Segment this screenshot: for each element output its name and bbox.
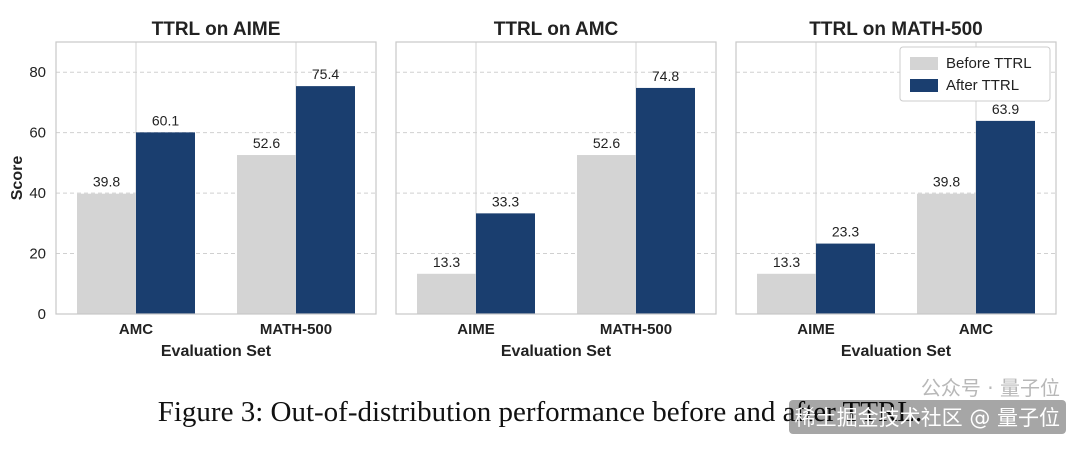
bar-value-label: 33.3 [492,193,519,209]
plot-frame [55,41,377,315]
x-tick-label: MATH-500 [260,321,332,338]
bar-value-label: 52.6 [253,135,280,151]
bar-before-math-500 [237,155,296,314]
bar-before-aime [757,273,816,314]
bar-after-aime [476,213,535,314]
x-axis-label: Evaluation Set [501,343,612,360]
y-tick-label: 0 [38,306,46,323]
bar-before-math-500 [577,155,636,314]
bar-after-amc [976,120,1035,314]
bar-after-amc [136,132,195,314]
bar-value-label: 23.3 [832,224,859,240]
x-axis-label: Evaluation Set [841,343,952,360]
panel-title: TTRL on AIME [152,19,281,40]
y-tick-label: 60 [29,125,46,142]
x-tick-label: MATH-500 [600,321,672,338]
y-tick-label: 40 [29,185,46,202]
bar-after-aime [816,243,875,314]
x-tick-label: AMC [119,321,153,338]
y-tick-label: 80 [29,64,46,81]
x-tick-label: AIME [457,321,495,338]
y-tick-label: 20 [29,246,46,263]
panel-title: TTRL on AMC [494,19,619,40]
bar-before-amc [917,193,976,314]
x-tick-label: AMC [959,321,993,338]
panel-title: TTRL on MATH-500 [809,19,982,40]
bar-value-label: 13.3 [433,254,460,270]
bar-value-label: 39.8 [933,174,960,190]
bar-value-label: 39.8 [93,174,120,190]
bar-value-label: 63.9 [992,101,1019,117]
bar-value-label: 60.1 [152,112,179,128]
bar-value-label: 13.3 [773,254,800,270]
figure-caption: Figure 3: Out-of-distribution performanc… [157,396,923,428]
bar-value-label: 74.8 [652,68,679,84]
legend-swatch-before [910,57,938,70]
legend-label-before: Before TTRL [946,55,1032,72]
bar-before-aime [417,273,476,314]
x-tick-label: AIME [797,321,835,338]
legend-swatch-after [910,79,938,92]
x-axis-label: Evaluation Set [161,343,272,360]
bar-value-label: 52.6 [593,135,620,151]
bar-value-label: 75.4 [312,66,339,82]
watermark-top: 公众号 · 量子位 [920,376,1060,400]
legend-label-after: After TTRL [946,77,1019,94]
watermark: 稀土掘金技术社区 @ 量子位 [788,400,1066,434]
bar-after-math-500 [636,87,695,314]
plot-frame [395,41,717,315]
bar-after-math-500 [296,86,355,314]
plot-frame [735,41,1057,315]
bar-before-amc [77,193,136,314]
y-axis-label: Score [9,156,26,201]
